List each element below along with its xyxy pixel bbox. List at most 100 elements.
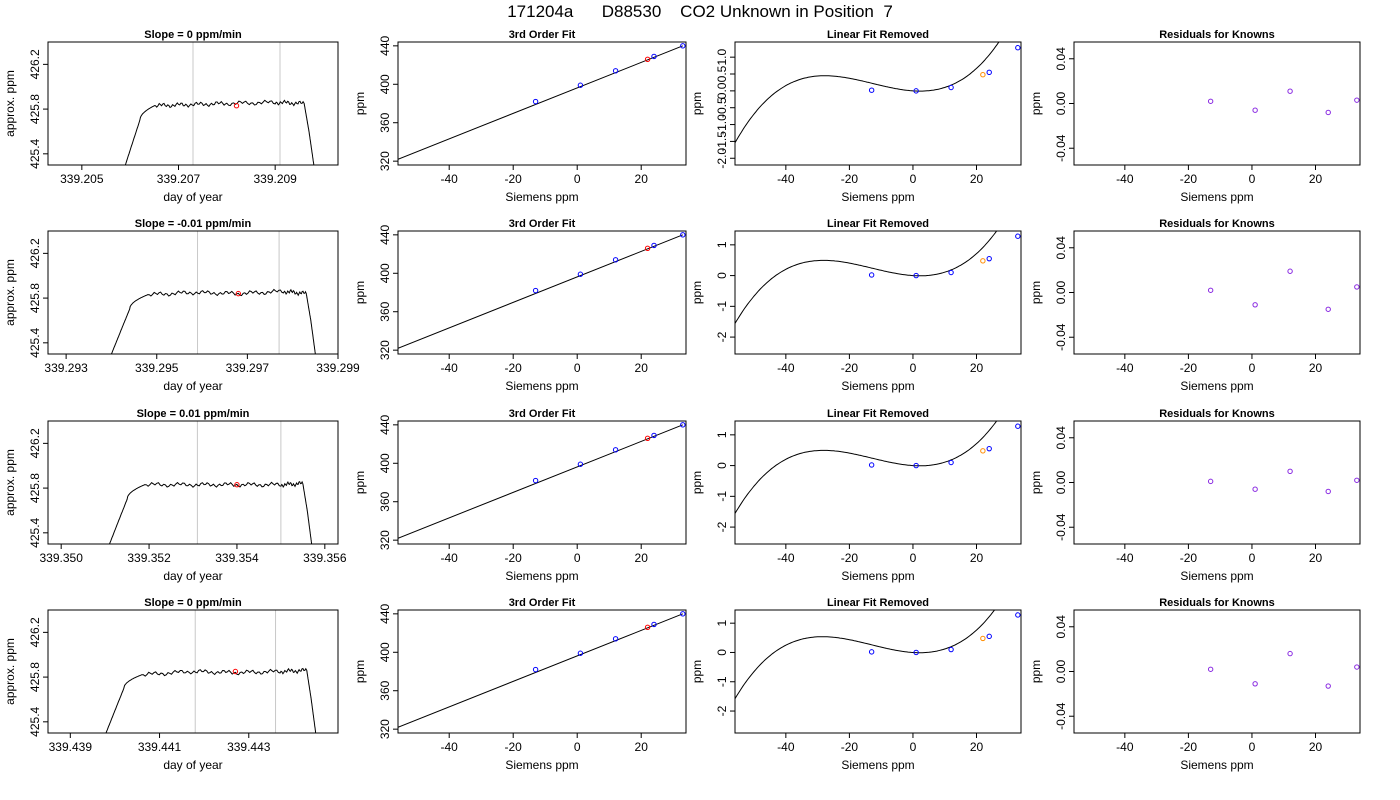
x-tick-label: -40 — [1116, 361, 1134, 375]
plot-area — [398, 422, 686, 539]
residual-point — [1287, 468, 1293, 475]
plot-frame — [397, 420, 687, 545]
plot-area — [124, 99, 315, 165]
panel-linear-1: Linear Fit Removed Siemens ppm ppm -40 -20 0 2… — [690, 29, 1022, 204]
residual-point — [1354, 284, 1360, 290]
known-point — [948, 269, 954, 276]
y-tick-label: 0.5 — [715, 65, 729, 82]
known-point — [868, 462, 875, 468]
x-tick-label: 0 — [910, 172, 917, 186]
fit-line — [398, 45, 683, 160]
y-tick-label: 320 — [378, 530, 392, 550]
x-tick-label: 20 — [635, 172, 649, 186]
x-tick-label: 20 — [635, 551, 649, 565]
y-tick-label: 425.8 — [28, 662, 42, 692]
y-tick-label: 0.04 — [1054, 615, 1068, 639]
plot-area — [105, 667, 317, 733]
known-point — [913, 462, 919, 469]
known-point — [680, 611, 686, 617]
y-tick-label: -1 — [715, 301, 729, 312]
data-point-marker — [232, 668, 239, 675]
fit-curve — [735, 42, 1000, 144]
known-point — [913, 649, 919, 656]
y-tick-label: -1 — [715, 676, 729, 687]
x-tick-label: 339.350 — [39, 551, 83, 565]
x-axis-label: Siemens ppm — [1180, 569, 1253, 583]
x-tick-label: -40 — [777, 361, 795, 375]
y-tick-label: 426.2 — [28, 428, 42, 458]
y-axis-label: ppm — [1029, 660, 1043, 683]
panel-title: Residuals for Knowns — [1159, 29, 1275, 41]
plot-frame — [1073, 230, 1361, 355]
x-axis-label: Siemens ppm — [505, 758, 578, 772]
series-line — [110, 288, 316, 354]
x-tick-label: -40 — [1116, 172, 1134, 186]
plot-area — [398, 43, 686, 160]
y-axis-label: approx. ppm — [3, 70, 17, 137]
known-point — [577, 271, 584, 277]
y-tick-label: -0.04 — [1054, 323, 1068, 351]
known-point — [986, 633, 992, 640]
y-tick-label: -0.04 — [1054, 702, 1068, 730]
x-tick-label: -20 — [1180, 551, 1198, 565]
x-tick-label: -40 — [777, 172, 795, 186]
x-axis-label: day of year — [163, 379, 222, 393]
y-tick-label: 360 — [378, 112, 392, 132]
unknown-point — [980, 71, 986, 78]
panel-title: Residuals for Knowns — [1159, 218, 1275, 230]
x-tick-label: 339.441 — [138, 740, 182, 754]
panel-trace-1: Slope = 0 ppm/min day of year approx. ppm 3… — [3, 29, 339, 204]
unknown-point — [980, 635, 986, 642]
panel-fit-4: 3rd Order Fit Siemens ppm ppm -40 -20 0 20 320 3… — [353, 597, 687, 772]
known-point — [1015, 233, 1021, 239]
x-tick-label: 20 — [970, 551, 984, 565]
y-tick-label: 426.2 — [28, 49, 42, 79]
y-axis-label: ppm — [353, 660, 367, 683]
known-point — [948, 646, 954, 653]
known-point — [612, 68, 619, 74]
plot-area — [1207, 88, 1360, 116]
figure-title: 171204a D88530 CO2 Unknown in Position 7 — [507, 2, 893, 21]
panel-trace-2: Slope = -0.01 ppm/min day of year approx. … — [3, 218, 360, 393]
x-tick-label: 0 — [1249, 172, 1256, 186]
plot-area — [1207, 268, 1360, 312]
x-axis-label: Siemens ppm — [841, 190, 914, 204]
y-tick-label: 400 — [378, 453, 392, 473]
residual-point — [1287, 650, 1293, 657]
x-tick-label: 0 — [910, 740, 917, 754]
known-point — [948, 459, 954, 466]
y-tick-label: 440 — [378, 415, 392, 435]
known-point — [1015, 612, 1021, 618]
plot-area — [398, 232, 686, 349]
y-tick-label: -0.5 — [715, 97, 729, 118]
known-point — [868, 272, 875, 278]
known-point — [577, 650, 584, 656]
plot-frame — [397, 609, 687, 734]
y-tick-label: -1.0 — [715, 114, 729, 135]
y-tick-label: 425.4 — [28, 706, 42, 736]
panel-trace-4: Slope = 0 ppm/min day of year approx. ppm 3… — [3, 597, 339, 772]
x-tick-label: -20 — [841, 172, 859, 186]
x-axis-label: Siemens ppm — [1180, 190, 1253, 204]
panel-title: Slope = 0 ppm/min — [144, 29, 242, 41]
y-tick-label: -0.04 — [1054, 134, 1068, 162]
x-tick-label: 20 — [970, 361, 984, 375]
known-point — [680, 43, 686, 49]
x-tick-label: -20 — [505, 172, 523, 186]
x-tick-label: 20 — [1309, 361, 1323, 375]
x-tick-label: 339.356 — [303, 551, 347, 565]
data-point-marker — [233, 103, 240, 109]
y-tick-label: 360 — [378, 680, 392, 700]
x-axis-label: Siemens ppm — [505, 379, 578, 393]
unknown-point — [980, 258, 986, 264]
y-axis-label: ppm — [690, 660, 704, 683]
x-tick-label: 0 — [1249, 361, 1256, 375]
y-tick-label: -2 — [715, 521, 729, 532]
residual-point — [1354, 664, 1360, 670]
residual-point — [1207, 478, 1214, 485]
known-point — [913, 88, 919, 94]
x-axis-label: Siemens ppm — [1180, 758, 1253, 772]
x-tick-label: -40 — [441, 740, 459, 754]
known-point — [948, 84, 954, 91]
